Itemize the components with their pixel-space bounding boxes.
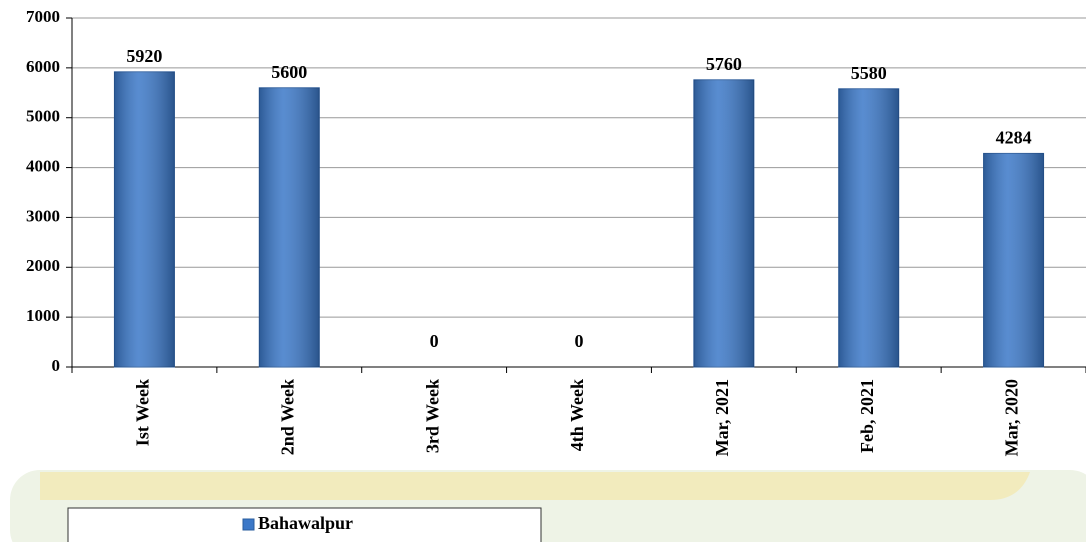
legend-label: Bahawalpur — [258, 513, 353, 533]
x-tick-label: 2nd Week — [277, 379, 297, 455]
y-tick-label: 1000 — [26, 306, 60, 325]
x-tick-label: Ist Week — [133, 379, 153, 446]
bar — [258, 87, 320, 368]
data-label: 5920 — [126, 46, 162, 66]
bar — [113, 71, 175, 368]
x-tick-label: 3rd Week — [422, 379, 442, 453]
x-tick-label: 4th Week — [567, 379, 587, 451]
data-label: 5760 — [706, 54, 742, 74]
data-label: 0 — [575, 331, 584, 351]
bar — [693, 79, 755, 368]
y-tick-label: 3000 — [26, 206, 60, 225]
legend-box — [67, 507, 542, 542]
y-tick-label: 6000 — [26, 57, 60, 76]
x-tick-label: Feb, 2021 — [857, 379, 877, 453]
data-label: 5580 — [851, 63, 887, 83]
data-label: 0 — [430, 331, 439, 351]
data-label: 5600 — [271, 62, 307, 82]
y-tick-label: 7000 — [26, 7, 60, 26]
bar — [983, 152, 1045, 368]
legend-swatch — [242, 518, 255, 531]
x-tick-label: Mar, 2020 — [1002, 379, 1022, 456]
y-tick-label: 5000 — [26, 107, 60, 126]
data-label: 4284 — [996, 128, 1032, 148]
background-band — [40, 472, 1030, 500]
x-tick-label: Mar, 2021 — [712, 379, 732, 456]
bar — [838, 88, 900, 368]
y-tick-label: 2000 — [26, 256, 60, 275]
y-tick-label: 0 — [52, 356, 61, 375]
y-tick-label: 4000 — [26, 156, 60, 175]
